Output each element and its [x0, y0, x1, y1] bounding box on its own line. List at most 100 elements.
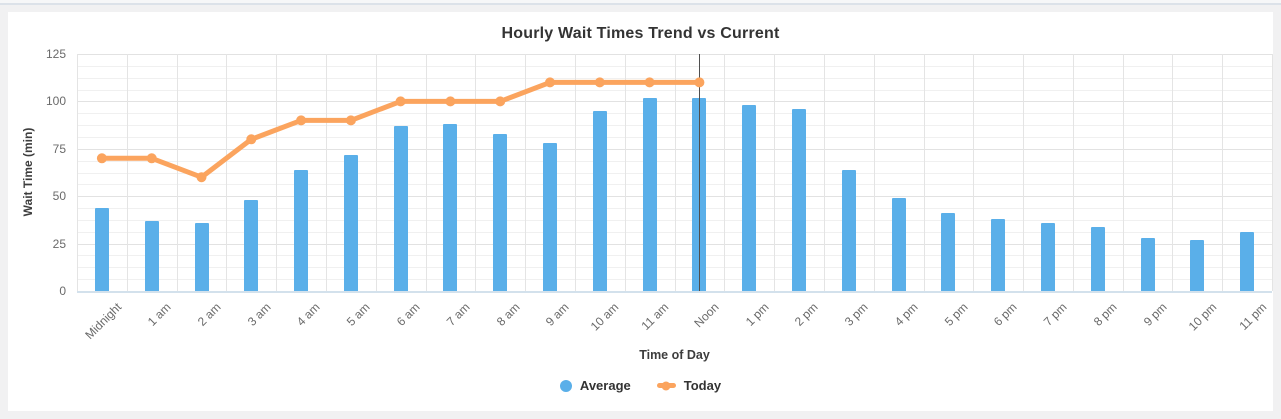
chart-card: Hourly Wait Times Trend vs Current Wait …	[8, 12, 1273, 411]
x-tick-9-pm: 9 pm	[1140, 300, 1170, 329]
x-tick-1-am: 1 am	[144, 300, 174, 329]
bar-6-am[interactable]	[393, 126, 408, 291]
legend-item-today[interactable]: Today	[656, 378, 722, 393]
y-tick-125: 125	[45, 47, 66, 61]
today-point-10-am[interactable]	[594, 77, 605, 88]
gridline-v	[1072, 54, 1074, 291]
gridline-v	[176, 54, 178, 291]
bar-1-am[interactable]	[144, 220, 159, 291]
current-time-line	[698, 54, 701, 291]
x-axis-title: Time of Day	[639, 348, 710, 362]
x-tick-6-am: 6 am	[393, 300, 423, 329]
today-point-5-am[interactable]	[345, 115, 356, 126]
gridline-v	[326, 54, 327, 291]
gridline-v	[276, 54, 278, 291]
chart-title: Hourly Wait Times Trend vs Current	[501, 25, 780, 42]
x-tick-10-pm: 10 pm	[1185, 300, 1220, 334]
today-point-7-am[interactable]	[445, 96, 456, 107]
y-tick-75: 75	[52, 141, 66, 156]
x-axis-line	[77, 291, 1272, 293]
y-tick-50: 50	[52, 189, 66, 204]
bar-10-pm[interactable]	[1190, 239, 1205, 291]
bar-midnight[interactable]	[94, 207, 109, 291]
bar-4-am[interactable]	[294, 169, 309, 291]
x-tick-1-pm: 1 pm	[742, 300, 772, 329]
page-top-border	[0, 0, 1281, 5]
bar-5-pm[interactable]	[941, 213, 956, 291]
x-tick-2-am: 2 am	[194, 300, 224, 329]
bar-6-pm[interactable]	[991, 219, 1006, 291]
x-tick-4-pm: 4 pm	[891, 300, 921, 329]
gridline-v	[375, 54, 377, 291]
bar-11-pm[interactable]	[1240, 232, 1255, 291]
today-point-midnight[interactable]	[96, 153, 107, 164]
x-tick-5-am: 5 am	[344, 300, 373, 329]
x-tick-8-am: 8 am	[493, 300, 523, 329]
bar-9-pm[interactable]	[1140, 237, 1155, 291]
gridline-v	[923, 54, 925, 291]
gridline-v	[674, 54, 676, 291]
gridline-v	[1272, 54, 1273, 291]
gridline-v	[126, 54, 128, 291]
today-series-marker-icon	[656, 381, 676, 390]
gridline-v	[226, 54, 228, 291]
today-marker-dot-icon	[661, 381, 671, 390]
gridline-v	[624, 54, 626, 291]
bar-8-pm[interactable]	[1090, 226, 1105, 291]
bar-9-am[interactable]	[543, 143, 557, 291]
y-tick-100: 100	[45, 94, 66, 109]
gridline-v	[525, 54, 527, 291]
x-tick-11-am: 11 am	[638, 300, 672, 333]
bar-10-am[interactable]	[592, 110, 607, 291]
x-tick-noon: Noon	[691, 300, 722, 331]
x-tick-4-am: 4 am	[294, 300, 324, 329]
gridline-v	[475, 54, 477, 291]
legend: Average Today	[8, 378, 1273, 393]
average-series-marker-icon	[559, 379, 572, 392]
legend-label-average: Average	[579, 378, 631, 393]
gridline-v	[574, 54, 576, 291]
bar-1-pm[interactable]	[742, 105, 757, 291]
x-tick-3-pm: 3 pm	[841, 300, 871, 329]
y-tick-25: 25	[52, 236, 66, 251]
bar-11-am[interactable]	[642, 97, 657, 291]
bar-2-am[interactable]	[194, 222, 209, 291]
today-point-8-am[interactable]	[495, 96, 506, 107]
x-tick-2-pm: 2 pm	[792, 300, 821, 329]
plot-area[interactable]: Midnight 1 am 2 am 3 am 4 am 5 am 6 am 7 am 8 am…	[8, 12, 1273, 411]
gridline-v	[724, 54, 726, 291]
bar-7-am[interactable]	[443, 124, 458, 291]
bar-8-am[interactable]	[493, 133, 508, 291]
today-point-9-am[interactable]	[545, 77, 555, 88]
gridline-v	[1172, 54, 1174, 291]
legend-item-average[interactable]: Average	[559, 378, 631, 393]
gridline-v	[1023, 54, 1024, 291]
x-tick-midnight: Midnight	[81, 300, 124, 342]
gridline-v	[973, 54, 975, 291]
bar-3-am[interactable]	[244, 200, 259, 291]
x-tick-7-am: 7 am	[443, 300, 473, 329]
gridline-v	[1222, 54, 1224, 291]
gridline-v	[774, 54, 776, 291]
today-point-1-am[interactable]	[146, 153, 157, 164]
bar-3-pm[interactable]	[841, 169, 856, 291]
bar-5-am[interactable]	[343, 154, 358, 291]
today-point-11-am[interactable]	[644, 77, 655, 88]
y-tick-0: 0	[59, 284, 66, 298]
today-point-noon[interactable]	[694, 77, 705, 88]
gridline-v	[873, 54, 875, 291]
today-point-4-am[interactable]	[296, 115, 307, 126]
today-line-series[interactable]	[77, 54, 1272, 291]
today-point-6-am[interactable]	[395, 96, 406, 107]
gridline-v	[425, 54, 427, 291]
today-point-3-am[interactable]	[246, 134, 257, 145]
gridline-v	[1122, 54, 1124, 291]
legend-label-today: Today	[683, 378, 722, 393]
bar-4-pm[interactable]	[891, 198, 906, 291]
bar-2-pm[interactable]	[792, 109, 806, 291]
x-tick-3-am: 3 am	[244, 300, 274, 329]
bar-7-pm[interactable]	[1040, 222, 1055, 291]
x-tick-5-pm: 5 pm	[941, 300, 971, 329]
x-tick-9-am: 9 am	[543, 300, 572, 329]
today-point-2-am[interactable]	[196, 172, 207, 183]
